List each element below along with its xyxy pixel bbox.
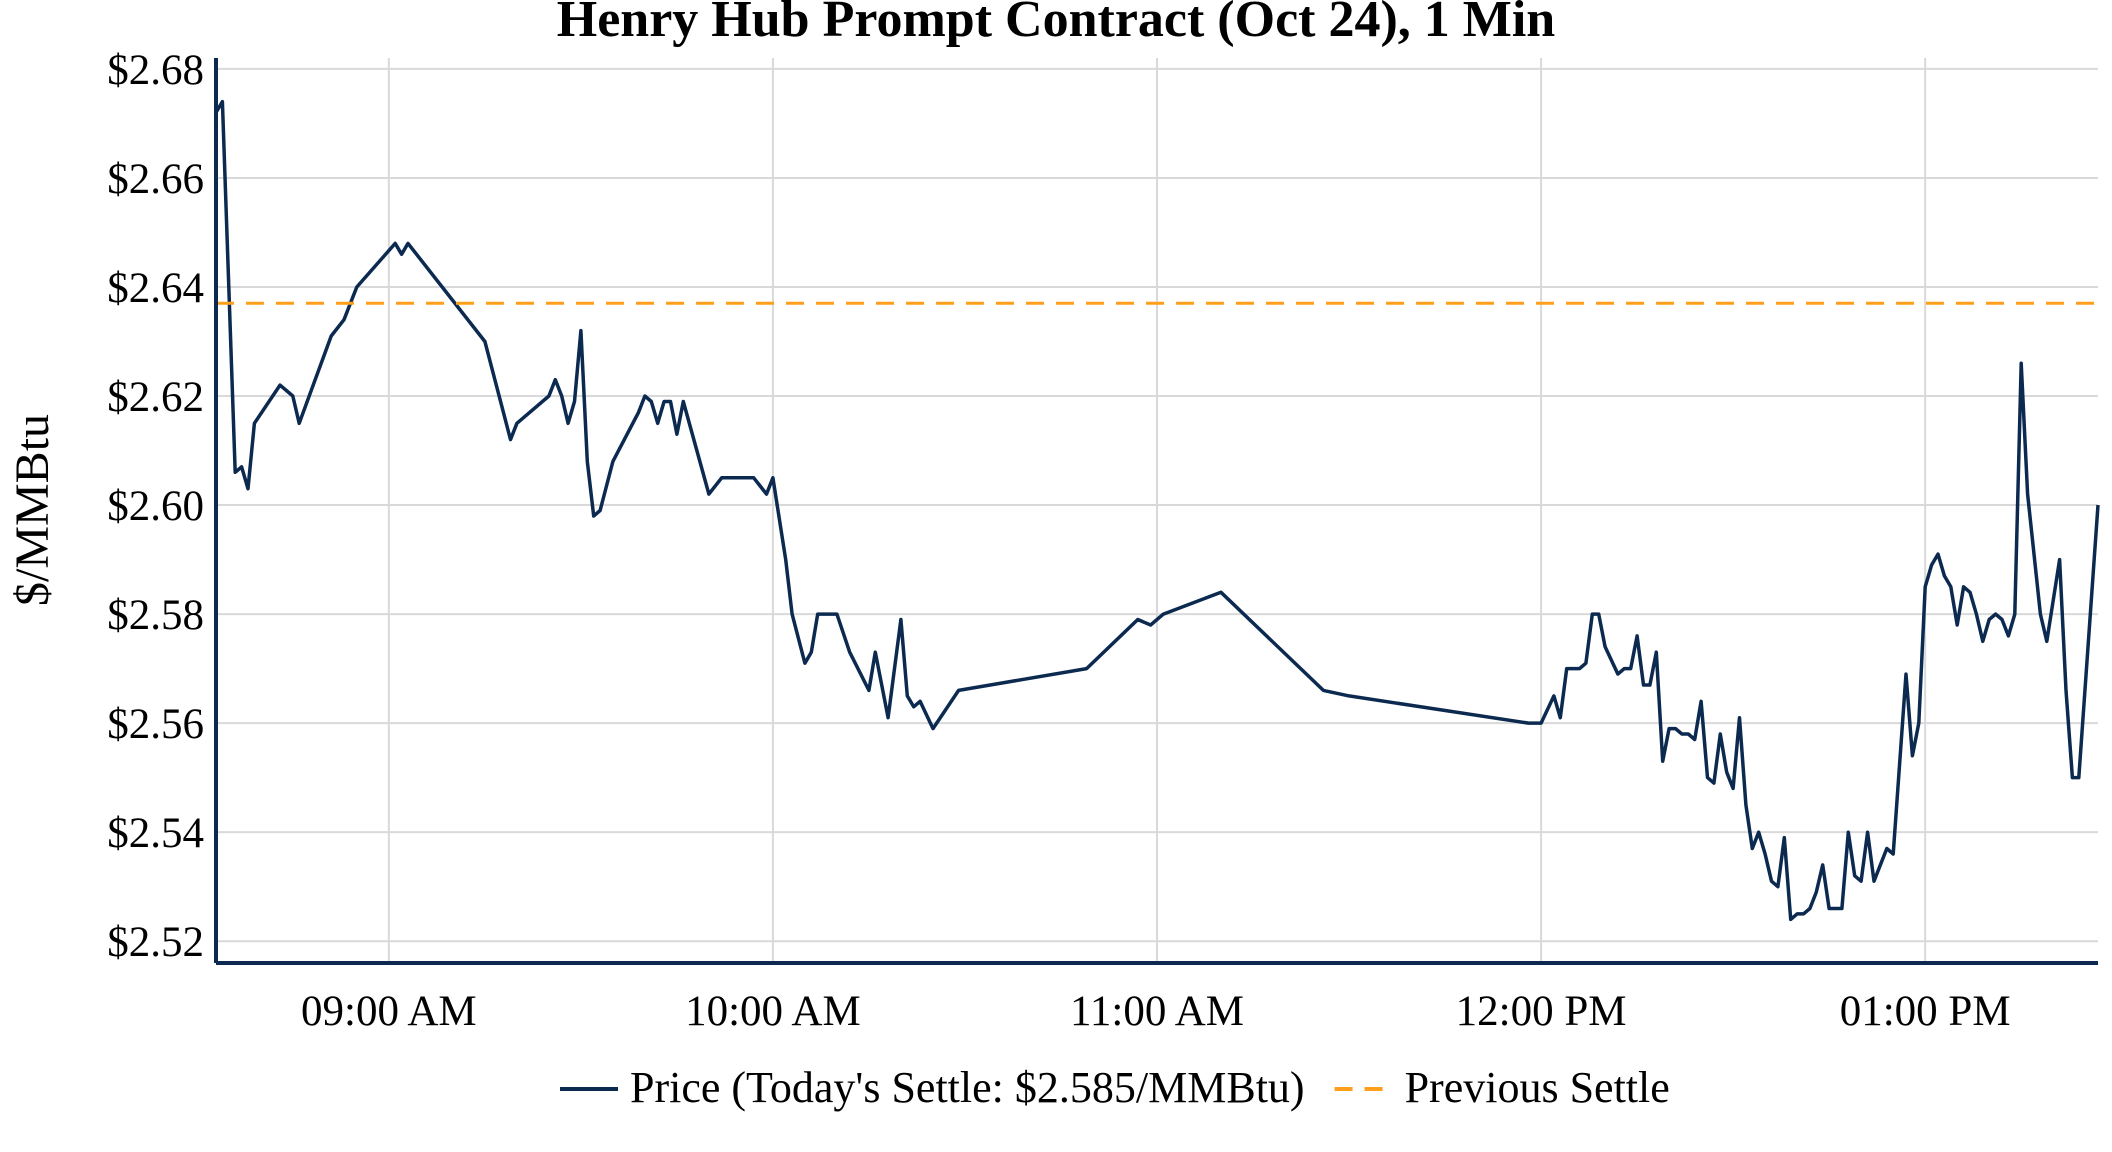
y-tick-label: $2.54 [107, 810, 204, 857]
x-tick-label: 09:00 AM [301, 988, 477, 1035]
y-tick-label: $2.58 [107, 592, 204, 639]
legend-entry: Previous Settle [1405, 1063, 1670, 1112]
y-tick-label: $2.52 [107, 919, 204, 966]
y-tick-labels: $2.52 $2.54 $2.56 $2.58 $2.60 $2.62 $2.64 $2.66… [107, 47, 204, 966]
y-tick-label: $2.66 [107, 156, 204, 203]
x-tick-label: 01:00 PM [1840, 988, 2011, 1035]
price-line [214, 99, 2100, 922]
y-tick-label: $2.56 [107, 701, 204, 748]
y-axis-label: $/MMBtu [6, 414, 59, 606]
y-tick-label: $2.62 [107, 374, 204, 421]
legend: Price (Today's Settle: $2.585/MMBtu) Prev… [560, 1063, 1670, 1112]
y-tick-label: $2.64 [107, 265, 204, 312]
grid [216, 58, 2098, 963]
x-tick-label: 11:00 AM [1070, 988, 1244, 1035]
series-layer [214, 99, 2100, 922]
axes [214, 58, 2098, 965]
x-tick-labels: 09:00 AM 10:00 AM 11:00 AM 12:00 PM 01:00 PM [301, 988, 2011, 1035]
x-tick-label: 12:00 PM [1456, 988, 1627, 1035]
chart-title: Henry Hub Prompt Contract (Oct 24), 1 Mi… [557, 0, 1556, 48]
x-tick-label: 10:00 AM [685, 988, 861, 1035]
legend-entry: Price (Today's Settle: $2.585/MMBtu) [630, 1063, 1305, 1112]
y-tick-label: $2.68 [107, 47, 204, 94]
y-tick-label: $2.60 [107, 483, 204, 530]
